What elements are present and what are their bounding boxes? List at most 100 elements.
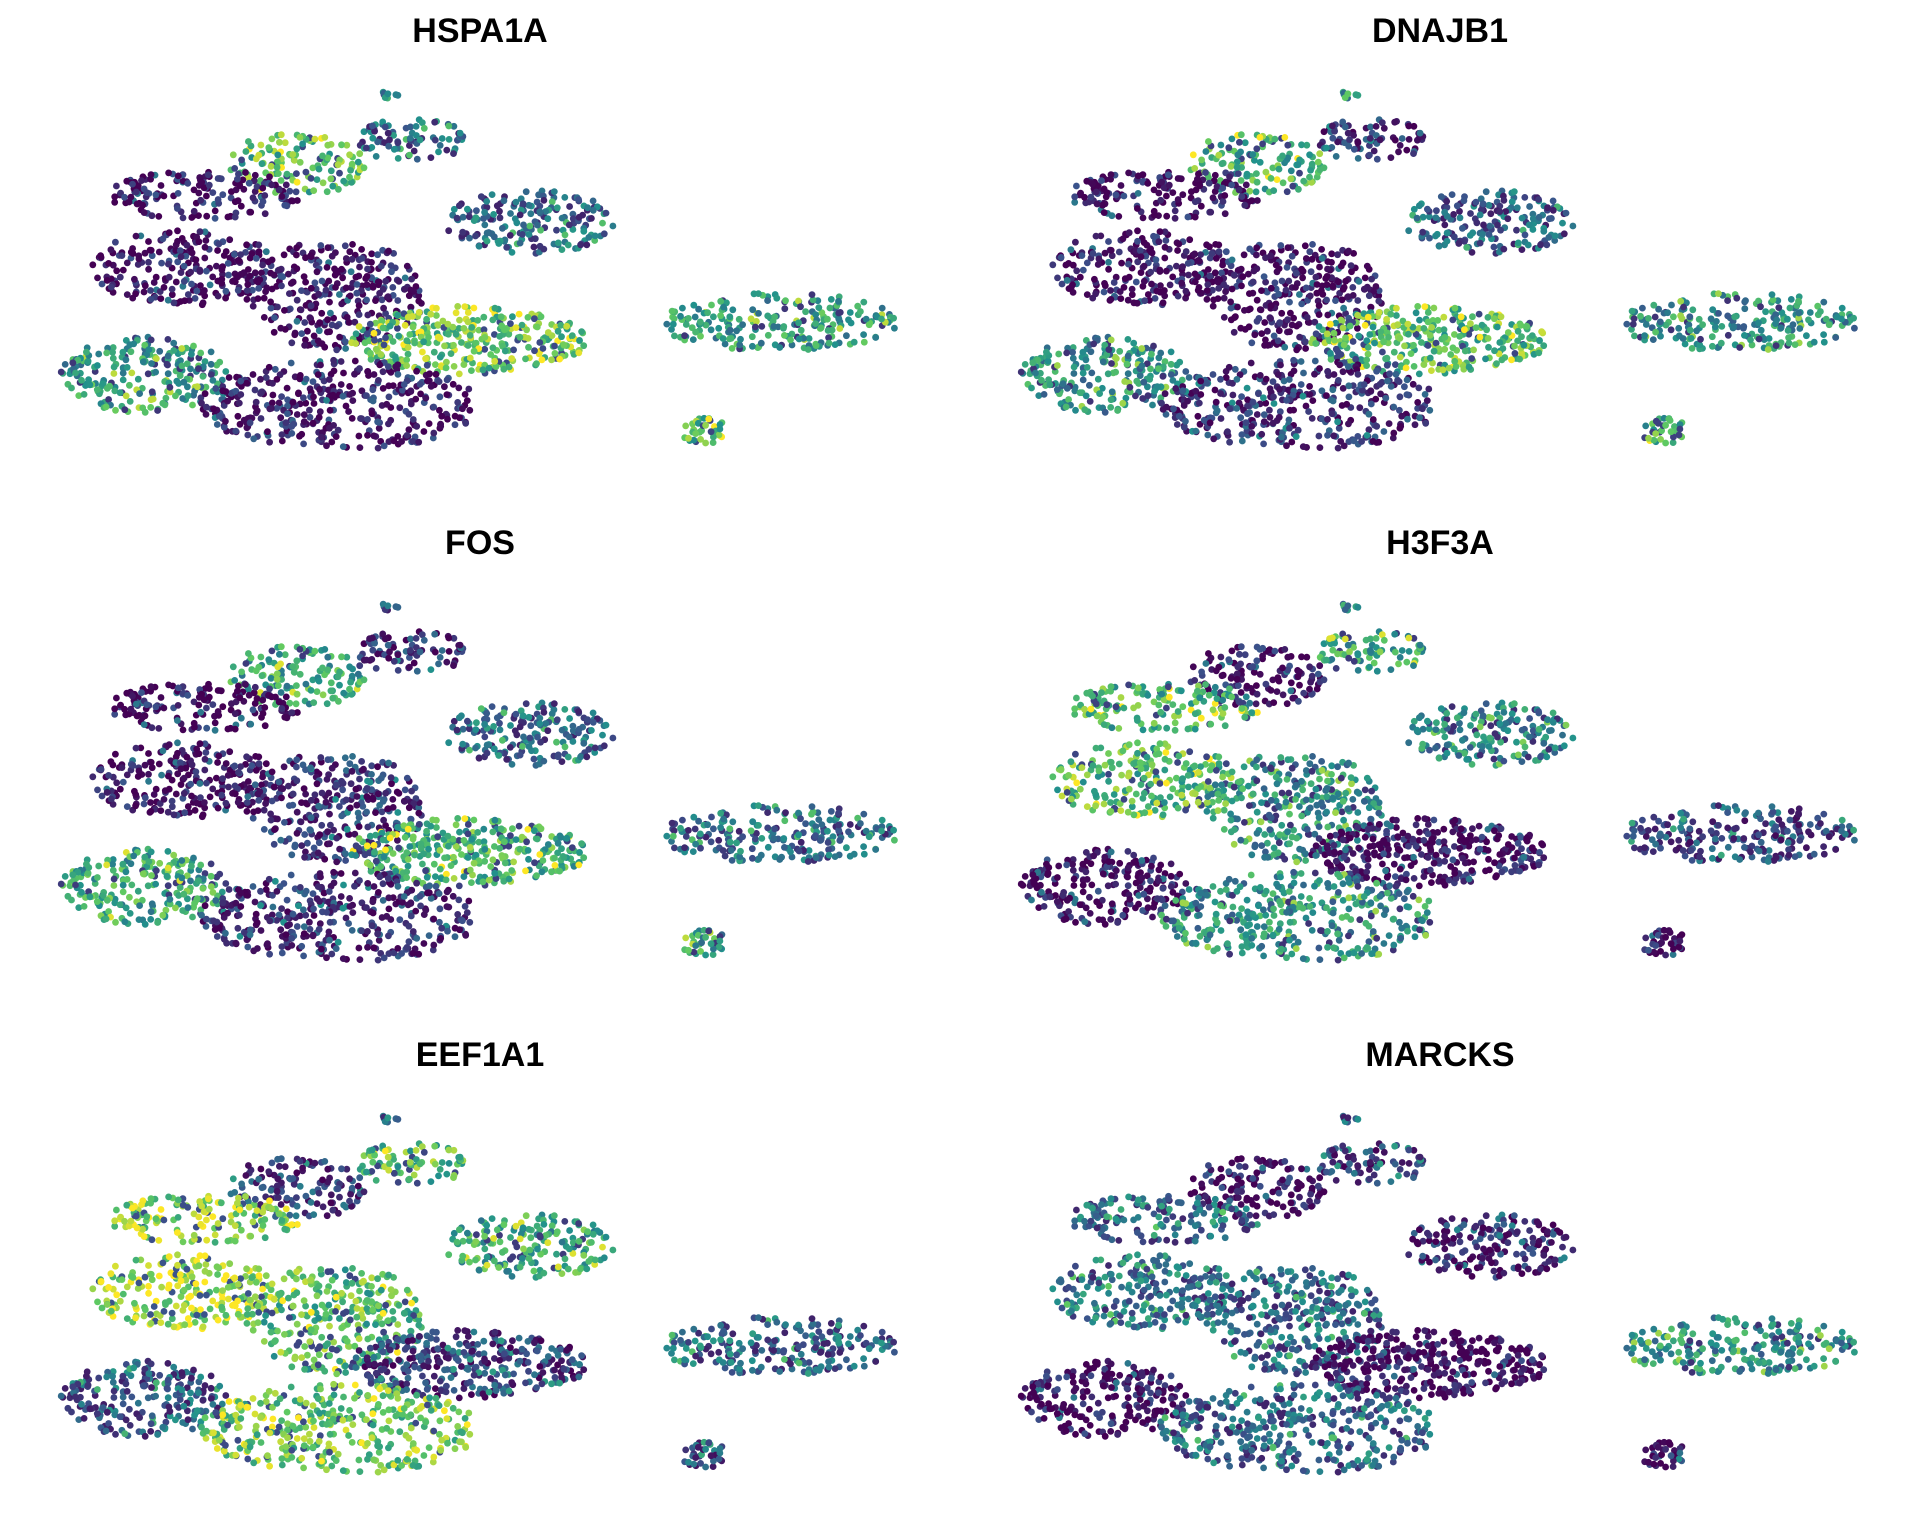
cell-point [1820, 331, 1827, 338]
cell-point [102, 403, 110, 411]
cell-point [1687, 335, 1695, 342]
cell-point [1170, 405, 1177, 413]
cell-point [390, 644, 397, 651]
cell-point [518, 321, 526, 329]
cell-point [438, 647, 446, 654]
cell-point [339, 274, 346, 282]
cell-point [1128, 291, 1136, 299]
cell-point [257, 390, 264, 397]
cell-point [340, 369, 347, 377]
cell-point [363, 144, 370, 152]
cell-point [553, 226, 560, 234]
cell-point [394, 139, 402, 147]
cell-point [1724, 312, 1732, 320]
cell-point [111, 710, 119, 718]
cell-point [1234, 170, 1242, 178]
cell-point [443, 658, 451, 666]
cell-point [1178, 279, 1186, 287]
cell-point [298, 330, 306, 337]
cell-point [207, 371, 215, 378]
cell-point [460, 361, 468, 368]
cell-point [404, 313, 412, 321]
cell-point [1279, 179, 1287, 187]
cell-point [189, 401, 196, 409]
cell-point [464, 318, 472, 326]
cell-point [386, 648, 393, 656]
cell-point [291, 331, 299, 339]
cell-point [510, 346, 517, 354]
cell-point [1649, 336, 1657, 343]
cell-point [1428, 367, 1435, 374]
cell-point [472, 232, 479, 240]
cell-point [490, 211, 497, 218]
cell-point [1350, 145, 1358, 153]
cell-point [1324, 416, 1331, 423]
cell-point [111, 705, 119, 713]
cell-point [450, 150, 457, 158]
cell-point [1423, 397, 1431, 404]
cell-point [1665, 415, 1673, 423]
cell-point [1485, 201, 1493, 209]
cell-point [1116, 347, 1124, 355]
cell-point [1733, 294, 1741, 302]
cell-point [1144, 383, 1151, 391]
cell-point [284, 396, 291, 404]
cell-point [1369, 416, 1377, 423]
cell-point [432, 370, 440, 378]
cell-point [141, 282, 149, 290]
cell-point [168, 285, 176, 293]
cell-point [1329, 397, 1337, 405]
cell-point [267, 674, 275, 682]
cell-point [1229, 379, 1236, 387]
cell-point [336, 333, 343, 341]
cell-point [278, 437, 286, 445]
cell-point [1283, 442, 1290, 450]
cell-point [1162, 411, 1170, 418]
cell-point [1087, 193, 1095, 201]
cell-point [121, 193, 128, 201]
cell-point [1329, 122, 1336, 130]
cell-point [347, 166, 354, 174]
cell-point [1724, 297, 1731, 304]
cell-point [147, 296, 155, 303]
cell-point [1523, 322, 1531, 330]
cell-point [260, 314, 268, 321]
cell-point [1785, 339, 1793, 347]
cell-point [1260, 273, 1268, 280]
cell-point [260, 294, 268, 302]
cell-point [128, 369, 136, 377]
cell-point [1366, 135, 1374, 142]
cell-point [1054, 274, 1061, 282]
cell-point [452, 309, 460, 317]
cell-point [1355, 277, 1363, 285]
cell-point [1473, 219, 1481, 227]
cell-point [1119, 399, 1127, 407]
scatter-plot [57, 600, 898, 964]
cell-point [1318, 415, 1326, 423]
cell-point [1152, 256, 1160, 264]
cell-point [522, 355, 529, 363]
cell-point [374, 650, 381, 658]
cell-point [138, 689, 145, 696]
cell-point [1249, 398, 1257, 406]
cell-point [1641, 332, 1648, 340]
cell-point [445, 227, 453, 235]
cell-point [516, 211, 524, 219]
cell-point [1262, 336, 1269, 344]
cell-point [268, 399, 276, 407]
cell-point [1211, 171, 1219, 179]
cell-point [300, 440, 307, 448]
cell-point [668, 307, 676, 315]
cell-point [372, 665, 380, 672]
cell-point [689, 336, 697, 343]
cell-point [385, 247, 392, 255]
cell-point [1134, 227, 1141, 235]
cell-point [1387, 310, 1395, 318]
cell-point [1360, 381, 1368, 388]
cell-point [698, 427, 705, 435]
cell-point [302, 375, 310, 383]
cell-point [1082, 356, 1090, 364]
cell-point [403, 362, 410, 369]
cell-point [506, 232, 514, 239]
cell-point [1724, 331, 1732, 339]
